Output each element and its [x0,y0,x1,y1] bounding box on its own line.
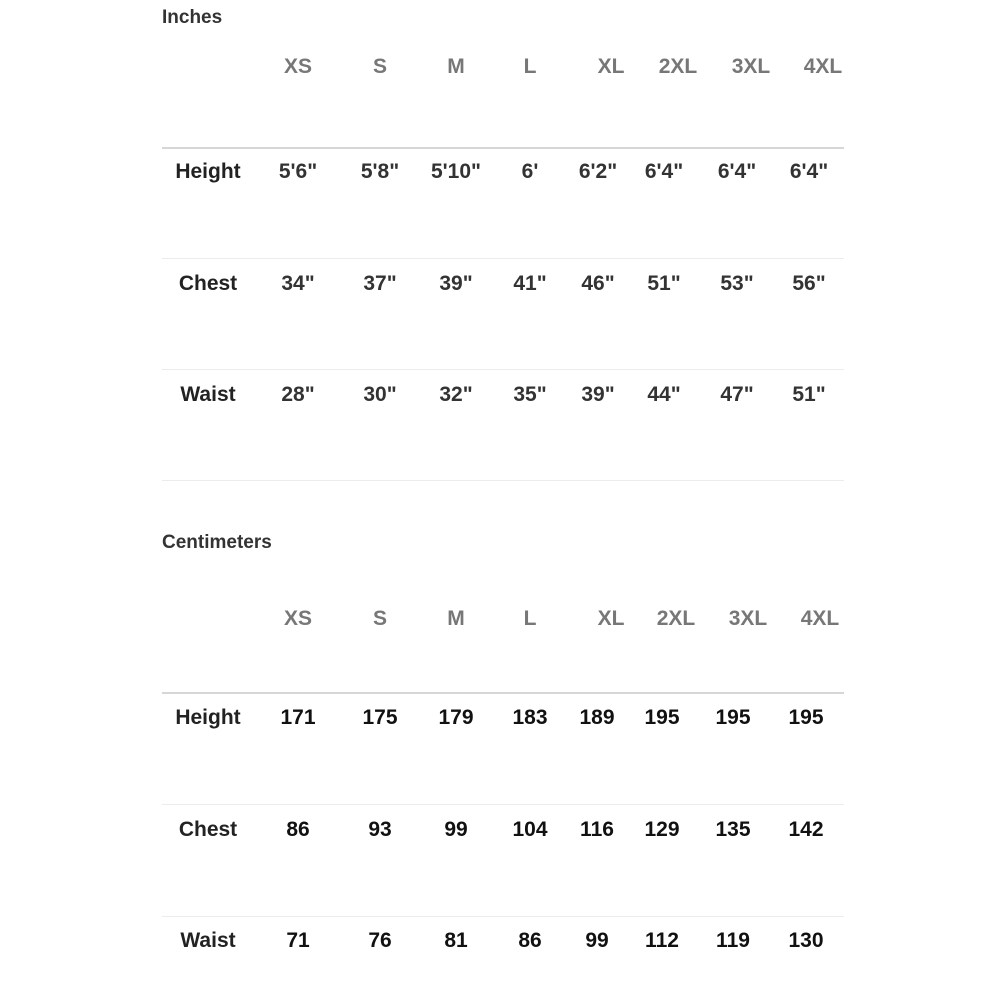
row-label: Waist [180,929,236,952]
measurement-cell: 195 [788,706,824,729]
measurement-cell: 129 [644,818,680,841]
size-header: M [447,607,465,630]
size-header: 3XL [728,607,768,630]
measurement-cell: 183 [512,706,548,729]
measurement-cell: 76 [368,929,392,952]
row-divider [162,916,844,917]
size-header: 4XL [803,55,843,78]
measurement-cell: 6'4" [789,160,829,183]
row-divider [162,147,844,149]
measurement-cell: 39" [439,272,473,295]
size-header: 3XL [731,55,771,78]
measurement-cell: 99 [444,818,468,841]
measurement-cell: 86 [518,929,542,952]
measurement-cell: 39" [581,383,615,406]
row-label: Height [175,706,241,729]
measurement-cell: 56" [792,272,826,295]
measurement-cell: 86 [286,818,310,841]
row-label: Waist [180,383,236,406]
row-divider [162,692,844,694]
measurement-cell: 51" [647,272,681,295]
measurement-cell: 5'6" [278,160,318,183]
row-divider [162,480,844,481]
measurement-cell: 28" [281,383,315,406]
row-label: Chest [178,272,238,295]
size-header: 2XL [658,55,698,78]
size-header: XL [597,607,625,630]
size-header: XL [597,55,625,78]
size-header: XS [283,607,313,630]
size-header: L [523,607,537,630]
measurement-cell: 46" [581,272,615,295]
measurement-cell: 5'8" [360,160,400,183]
measurement-cell: 35" [513,383,547,406]
row-divider [162,258,844,259]
measurement-cell: 6'2" [578,160,618,183]
measurement-cell: 44" [647,383,681,406]
measurement-cell: 53" [720,272,754,295]
measurement-cell: 6'4" [717,160,757,183]
measurement-cell: 104 [512,818,548,841]
measurement-cell: 5'10" [431,160,481,183]
measurement-cell: 34" [281,272,315,295]
measurement-cell: 99 [585,929,609,952]
measurement-cell: 195 [715,706,751,729]
measurement-cell: 71 [286,929,310,952]
measurement-cell: 6'4" [644,160,684,183]
size-header: 4XL [800,607,840,630]
measurement-cell: 51" [792,383,826,406]
measurement-cell: 30" [363,383,397,406]
measurement-cell: 37" [363,272,397,295]
row-label: Height [175,160,241,183]
measurement-cell: 93 [368,818,392,841]
measurement-cell: 116 [580,818,614,841]
row-divider [162,369,844,370]
measurement-cell: 32" [439,383,473,406]
measurement-cell: 112 [645,929,679,952]
row-label: Chest [178,818,238,841]
measurement-cell: 195 [644,706,680,729]
table-title: Inches [162,7,223,28]
measurement-cell: 171 [280,706,316,729]
size-header: S [372,55,388,78]
row-divider [162,804,844,805]
measurement-cell: 130 [788,929,824,952]
measurement-cell: 135 [715,818,751,841]
measurement-cell: 81 [444,929,468,952]
measurement-cell: 179 [438,706,474,729]
table-title: Centimeters [162,532,272,553]
size-header: 2XL [656,607,696,630]
size-header: M [447,55,465,78]
size-header: XS [283,55,313,78]
measurement-cell: 6' [521,160,539,183]
measurement-cell: 189 [579,706,615,729]
measurement-cell: 41" [513,272,547,295]
size-header: L [523,55,537,78]
measurement-cell: 47" [720,383,754,406]
measurement-cell: 142 [788,818,824,841]
measurement-cell: 119 [716,929,750,952]
size-header: S [372,607,388,630]
measurement-cell: 175 [362,706,398,729]
